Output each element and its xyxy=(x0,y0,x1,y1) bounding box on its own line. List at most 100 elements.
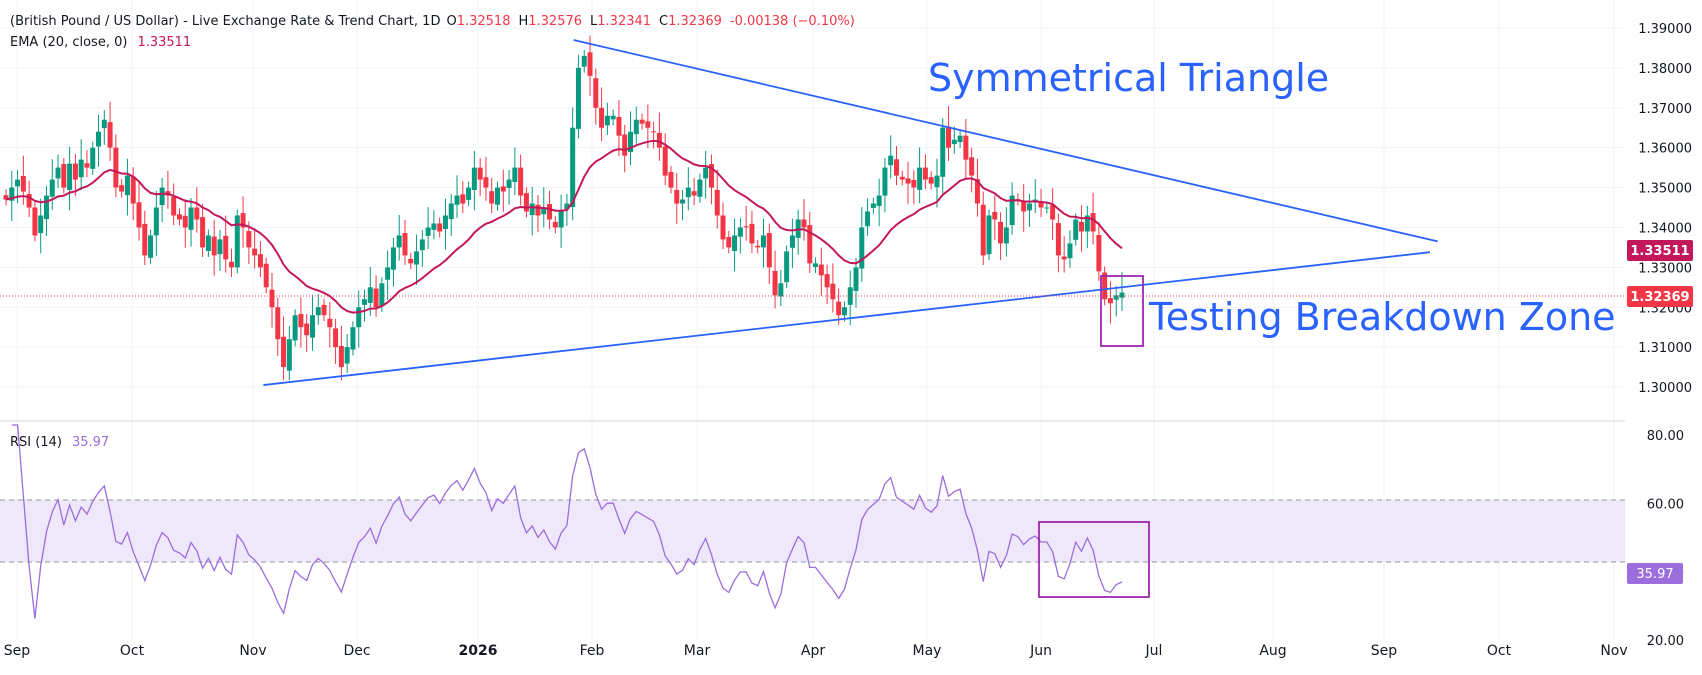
candle-body xyxy=(3,195,9,200)
candle-body xyxy=(905,178,911,184)
candle-body xyxy=(708,164,714,188)
candle-body xyxy=(893,159,899,176)
candle-body xyxy=(234,215,240,268)
candle-body xyxy=(801,219,807,228)
rsi-tick-label: 60.00 xyxy=(1647,497,1684,512)
candle-body xyxy=(934,175,940,188)
candle-body xyxy=(20,175,26,192)
candle-body xyxy=(547,203,553,220)
candle-body xyxy=(15,179,21,187)
candle-body xyxy=(1113,295,1119,300)
high-value: 1.32576 xyxy=(528,14,582,29)
candle-body xyxy=(49,179,55,197)
candle-body xyxy=(824,274,830,288)
legend-line-ema: EMA (20, close, 0) 1.33511 xyxy=(10,35,191,50)
ema-line xyxy=(5,139,1123,314)
candle-body xyxy=(229,261,235,268)
candle-body xyxy=(928,177,934,184)
candle-body xyxy=(142,223,148,256)
candle-body xyxy=(818,264,824,276)
candle-body xyxy=(321,304,327,316)
time-tick-label: Apr xyxy=(801,643,825,659)
rsi-tick-label: 80.00 xyxy=(1647,429,1684,444)
close-badge-text: 1.32369 xyxy=(1630,290,1689,305)
ema-badge-text: 1.33511 xyxy=(1630,244,1689,259)
candle-body xyxy=(570,127,576,208)
candle-body xyxy=(599,107,605,128)
candle-body xyxy=(101,119,107,129)
trendline xyxy=(263,251,1431,386)
time-tick-label: Sep xyxy=(1371,643,1398,659)
candle-body xyxy=(940,127,946,177)
candle-body xyxy=(616,116,622,136)
time-tick-label: Aug xyxy=(1259,643,1286,659)
symmetrical-triangle-annotation: Symmetrical Triangle xyxy=(928,56,1329,100)
change-value: -0.00138 (−0.10%) xyxy=(730,14,855,29)
candle-body xyxy=(495,187,501,205)
time-tick-label: Jun xyxy=(1029,643,1052,659)
candle-body xyxy=(703,167,709,179)
candle-body xyxy=(1026,203,1032,211)
chart-title: (British Pound / US Dollar) - Live Excha… xyxy=(10,14,440,29)
candle-body xyxy=(43,195,49,220)
candle-body xyxy=(315,307,321,316)
legend-line-rsi: RSI (14) 35.97 xyxy=(10,435,109,450)
candle-body xyxy=(466,187,472,200)
candle-body xyxy=(691,191,697,196)
candle-body xyxy=(888,155,894,166)
candle-body xyxy=(390,247,396,270)
candle-body xyxy=(847,287,853,305)
candle-body xyxy=(732,235,738,251)
candle-body xyxy=(159,187,165,206)
candle-body xyxy=(362,299,368,305)
candle-body xyxy=(523,193,529,212)
candle-body xyxy=(1079,221,1085,232)
candle-body xyxy=(743,226,749,228)
candle-body xyxy=(67,163,73,190)
close-badge xyxy=(1627,286,1693,307)
candle-body xyxy=(876,195,882,206)
candle-body xyxy=(269,289,275,308)
candle-body xyxy=(755,245,761,248)
candle-body xyxy=(176,214,182,220)
candle-body xyxy=(813,263,819,267)
candle-body xyxy=(136,202,142,228)
ema-value: 1.33511 xyxy=(137,35,191,50)
candle-body xyxy=(240,213,246,228)
candle-body xyxy=(917,167,923,190)
candles xyxy=(3,35,1125,381)
candle-body xyxy=(836,301,842,316)
candle-body xyxy=(506,179,512,188)
low-value: 1.32341 xyxy=(597,14,651,29)
time-tick-label: Jul xyxy=(1145,643,1163,659)
candle-body xyxy=(211,236,217,256)
candle-body xyxy=(789,235,795,248)
price-tick-label: 1.31000 xyxy=(1638,341,1692,356)
candle-body xyxy=(304,323,310,336)
candle-body xyxy=(639,119,645,124)
trendlines xyxy=(263,39,1438,386)
candle-body xyxy=(26,193,32,208)
candle-body xyxy=(292,315,298,341)
candle-body xyxy=(309,315,315,338)
candle-body xyxy=(281,336,287,368)
candle-body xyxy=(899,176,905,180)
candle-body xyxy=(246,231,252,248)
candle-body xyxy=(946,126,952,148)
time-tick-label: Mar xyxy=(684,643,711,659)
candle-body xyxy=(257,254,263,268)
candle-body xyxy=(593,78,599,108)
candle-body xyxy=(356,307,362,328)
candle-body xyxy=(726,237,732,248)
candle-body xyxy=(922,167,928,180)
candle-body xyxy=(870,203,876,208)
candle-body xyxy=(148,235,154,258)
candle-body xyxy=(477,167,483,180)
candle-body xyxy=(454,195,460,205)
rsi-band xyxy=(0,500,1625,562)
candle-body xyxy=(373,288,379,308)
candle-body xyxy=(113,147,119,188)
candle-body xyxy=(483,177,489,188)
candle-body xyxy=(286,339,292,371)
